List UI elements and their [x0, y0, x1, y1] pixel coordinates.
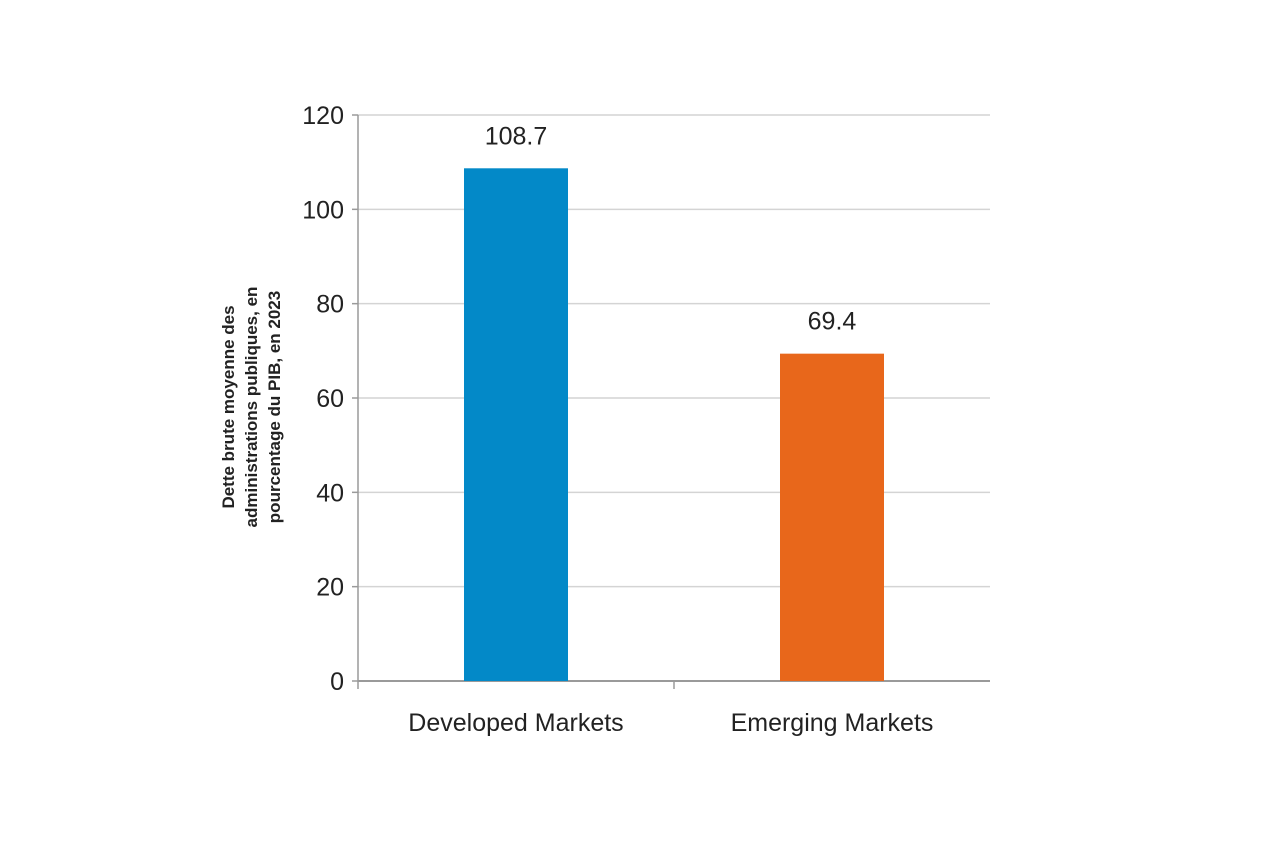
data-labels: 108.7 69.4: [485, 122, 857, 335]
y-axis-title-line: pourcentage du PIB, en 2023: [265, 291, 284, 523]
y-tick-label: 40: [316, 479, 344, 507]
category-label: Emerging Markets: [731, 709, 934, 737]
axes: [352, 114, 990, 689]
gridlines: [358, 114, 990, 588]
category-label: Developed Markets: [408, 709, 623, 737]
y-tick-label: 0: [330, 668, 344, 696]
data-label: 108.7: [485, 122, 548, 150]
y-tick-label: 120: [302, 102, 344, 130]
category-labels: Developed Markets Emerging Markets: [408, 709, 933, 737]
bar-developed-markets: [464, 168, 568, 681]
bars: [464, 168, 884, 681]
y-axis-title-line: administrations publiques, en: [242, 287, 261, 528]
y-tick-label: 100: [302, 196, 344, 224]
y-axis-title-line: Dette brute moyenne des: [219, 305, 238, 508]
y-axis-title: Dette brute moyenne des administrations p…: [219, 287, 284, 528]
bar-emerging-markets: [780, 353, 884, 681]
y-tick-label: 60: [316, 385, 344, 413]
data-label: 69.4: [808, 308, 857, 336]
y-tick-labels: 0 20 40 60 80 100 120: [302, 102, 344, 696]
y-tick-label: 20: [316, 574, 344, 602]
y-tick-label: 80: [316, 291, 344, 319]
